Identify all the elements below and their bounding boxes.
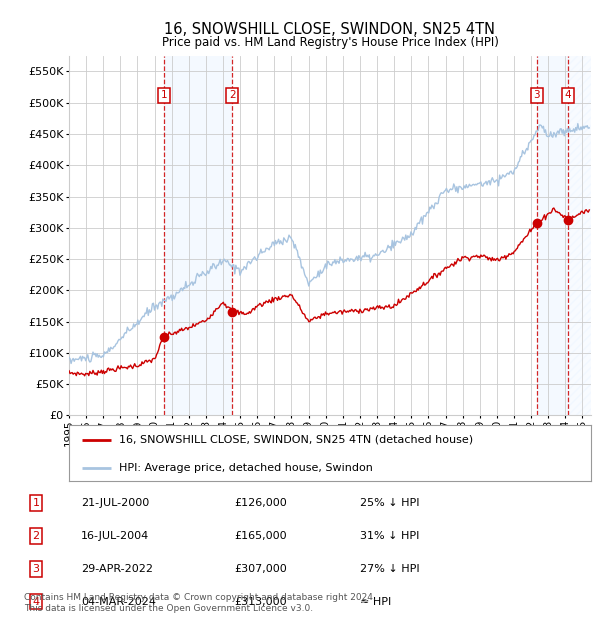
Text: £313,000: £313,000 (234, 596, 287, 607)
Text: 04-MAR-2024: 04-MAR-2024 (81, 596, 156, 607)
Text: ≈ HPI: ≈ HPI (360, 596, 391, 607)
Text: 25% ↓ HPI: 25% ↓ HPI (360, 498, 419, 508)
Text: £307,000: £307,000 (234, 564, 287, 574)
Bar (537, 56, 568, 415)
Text: 4: 4 (565, 91, 572, 100)
Text: 27% ↓ HPI: 27% ↓ HPI (360, 564, 419, 574)
Text: 16, SNOWSHILL CLOSE, SWINDON, SN25 4TN: 16, SNOWSHILL CLOSE, SWINDON, SN25 4TN (164, 22, 496, 37)
Text: 29-APR-2022: 29-APR-2022 (81, 564, 153, 574)
Text: HPI: Average price, detached house, Swindon: HPI: Average price, detached house, Swin… (119, 463, 373, 473)
Text: 16, SNOWSHILL CLOSE, SWINDON, SN25 4TN (detached house): 16, SNOWSHILL CLOSE, SWINDON, SN25 4TN (… (119, 435, 473, 445)
Text: 1: 1 (161, 91, 167, 100)
Text: Contains HM Land Registry data © Crown copyright and database right 2024.
This d: Contains HM Land Registry data © Crown c… (24, 593, 376, 613)
Text: 21-JUL-2000: 21-JUL-2000 (81, 498, 149, 508)
Text: 3: 3 (533, 91, 540, 100)
Text: 3: 3 (32, 564, 40, 574)
Text: 16-JUL-2004: 16-JUL-2004 (81, 531, 149, 541)
Text: 1: 1 (32, 498, 40, 508)
Text: 2: 2 (32, 531, 40, 541)
Text: Price paid vs. HM Land Registry's House Price Index (HPI): Price paid vs. HM Land Registry's House … (161, 36, 499, 49)
Text: £126,000: £126,000 (234, 498, 287, 508)
Bar (164, 56, 232, 415)
Text: 2: 2 (229, 91, 236, 100)
Text: 4: 4 (32, 596, 40, 607)
Text: £165,000: £165,000 (234, 531, 287, 541)
Bar (568, 56, 591, 415)
Text: 31% ↓ HPI: 31% ↓ HPI (360, 531, 419, 541)
